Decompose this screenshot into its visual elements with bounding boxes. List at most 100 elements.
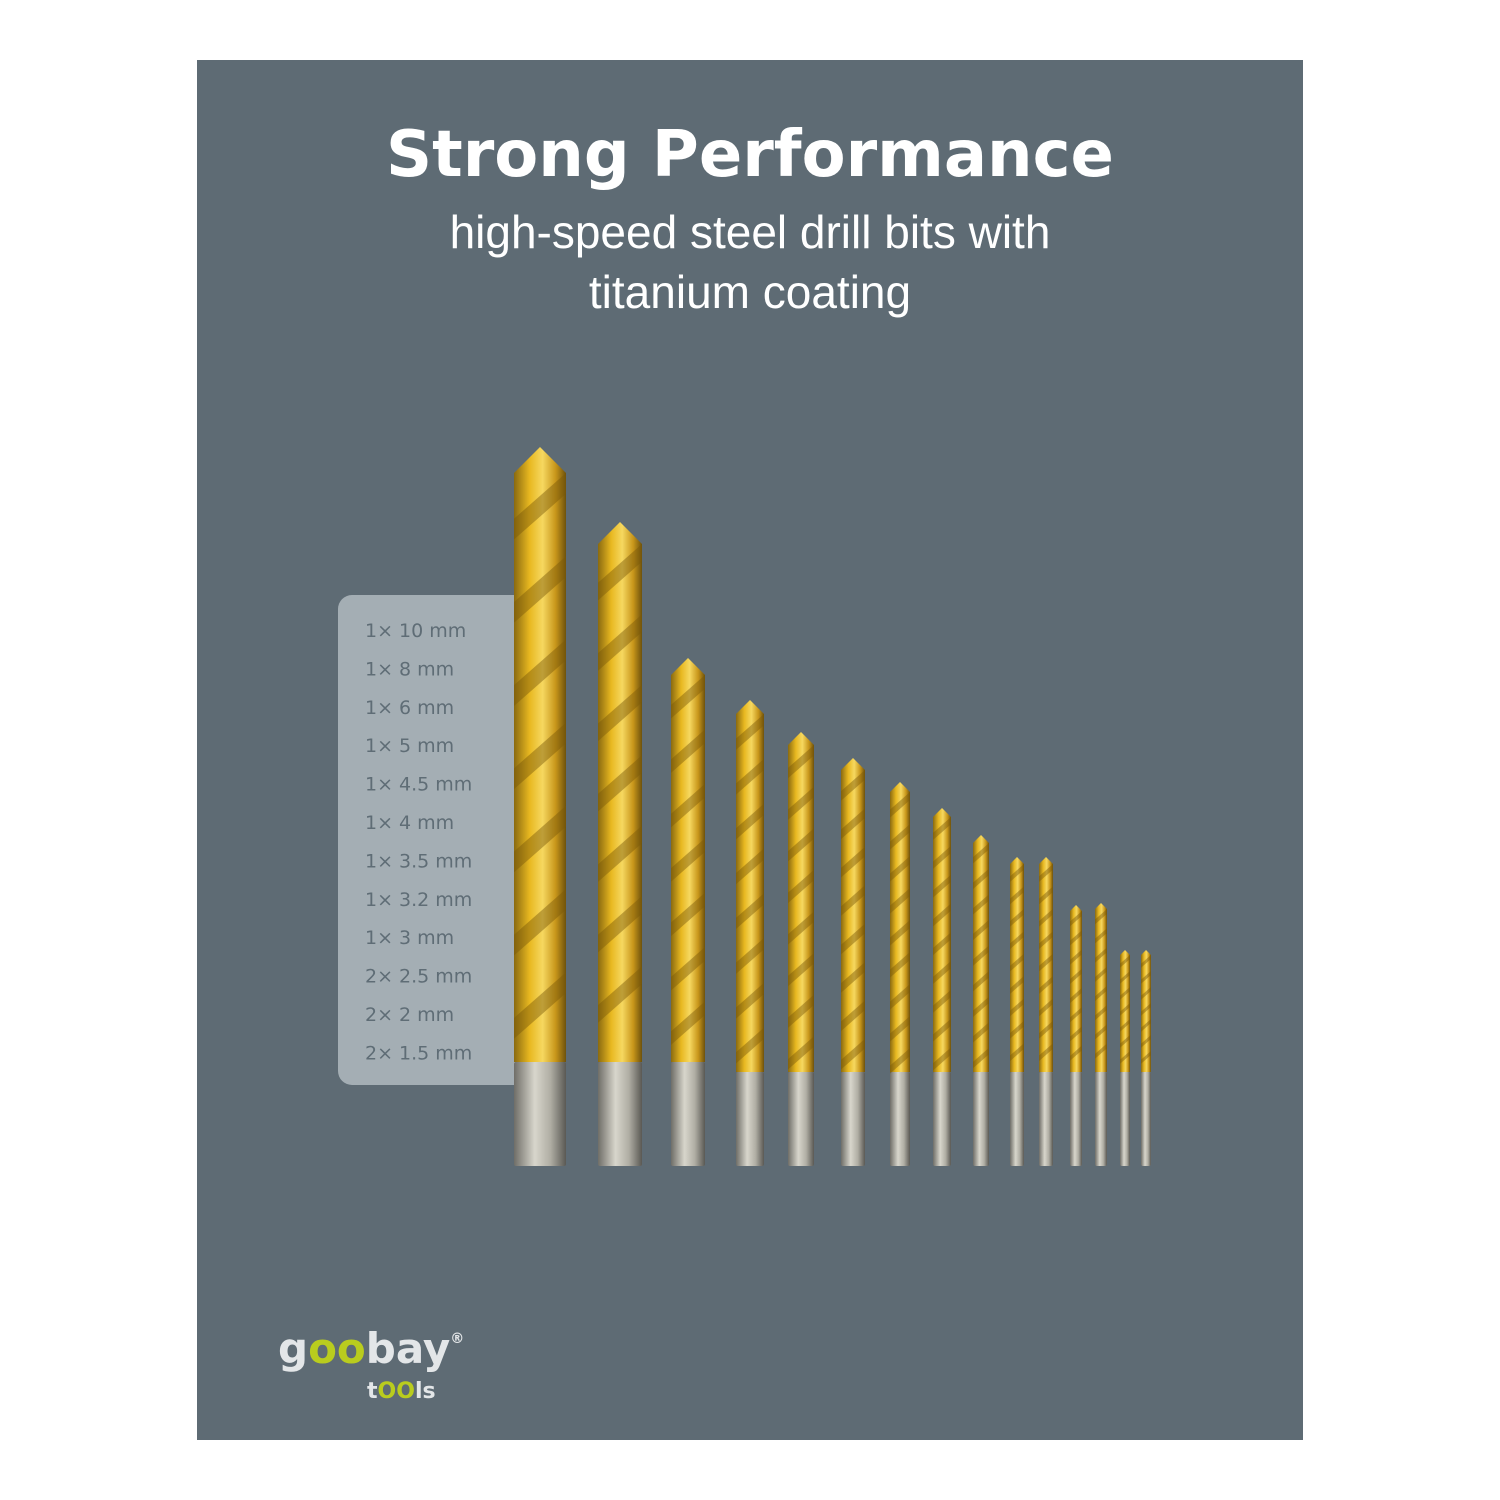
bit-twist — [1070, 911, 1082, 927]
bit-twist — [890, 792, 910, 818]
bit-flute — [736, 700, 764, 1072]
bit-twist — [1010, 1020, 1024, 1039]
bit-twist — [841, 885, 865, 916]
bit-twist — [1070, 949, 1082, 965]
bit-twist — [1010, 998, 1024, 1017]
bit-twist — [788, 911, 814, 945]
size-label: 1× 3.2 mm — [365, 889, 472, 911]
bit-twist — [1010, 864, 1024, 882]
bit-twist — [736, 714, 764, 750]
size-label: 1× 8 mm — [365, 658, 454, 680]
bit-twist — [1120, 955, 1130, 968]
bit-twist — [788, 745, 814, 779]
bit-shank — [1010, 1072, 1024, 1166]
bit-twist — [1070, 968, 1082, 984]
bit-twist — [788, 1036, 814, 1070]
bit-twist — [598, 825, 642, 882]
bit-twist — [890, 920, 910, 946]
drill-bit — [1095, 903, 1107, 1166]
bit-twist — [598, 684, 642, 742]
size-label: 1× 4 mm — [365, 812, 454, 834]
bit-twist — [598, 755, 642, 812]
bit-twist — [973, 868, 989, 890]
bit-twist — [788, 786, 814, 820]
bit-twist — [1120, 971, 1130, 984]
drill-bit — [933, 808, 951, 1166]
bit-twist — [1039, 886, 1053, 905]
bit-twist — [1141, 1003, 1151, 1016]
bit-twist — [736, 982, 764, 1019]
bit-twist — [1070, 1026, 1082, 1042]
bit-twist — [671, 783, 705, 828]
size-label: 2× 2 mm — [365, 1004, 454, 1026]
bit-twist — [1095, 1024, 1107, 1040]
bit-shank — [973, 1072, 989, 1166]
bit-shank — [1039, 1072, 1053, 1166]
drill-bit — [1120, 950, 1130, 1166]
bit-twist — [788, 869, 814, 904]
size-label: 1× 3.5 mm — [365, 850, 472, 872]
drill-bit — [1070, 905, 1082, 1166]
bit-twist — [933, 961, 951, 985]
bit-twist — [1141, 955, 1151, 968]
bit-twist — [1039, 998, 1053, 1017]
drill-bit — [1141, 950, 1151, 1166]
bit-twist — [890, 888, 910, 914]
logo-part: t — [367, 1379, 378, 1404]
bit-twist — [1141, 971, 1151, 984]
brand-logo: goobay® — [278, 1324, 464, 1373]
bit-twist — [1095, 1043, 1107, 1059]
bit-twist — [1039, 864, 1053, 882]
bit-twist — [514, 639, 566, 706]
bit-twist — [1010, 953, 1024, 972]
bit-twist — [933, 817, 951, 841]
bit-twist — [1095, 1005, 1107, 1021]
bit-twist — [1010, 908, 1024, 927]
bit-twist — [1141, 987, 1151, 1000]
bit-twist — [1141, 1019, 1151, 1032]
bit-twist — [841, 846, 865, 878]
bit-twist — [788, 828, 814, 862]
bit-twist — [1095, 947, 1107, 963]
bit-twist — [671, 947, 705, 991]
bit-twist — [671, 675, 705, 719]
bit-shank — [736, 1072, 764, 1166]
bit-twist — [1010, 886, 1024, 905]
bit-flute — [788, 732, 814, 1072]
drill-bit — [973, 835, 989, 1166]
bit-twist — [514, 722, 566, 790]
bit-twist — [973, 1047, 989, 1069]
bit-twist — [671, 729, 705, 773]
bit-shank — [514, 1062, 566, 1166]
bit-twist — [736, 848, 764, 885]
bit-shank — [1141, 1072, 1151, 1166]
bit-twist — [1039, 908, 1053, 927]
bit-twist — [973, 894, 989, 915]
bit-twist — [1039, 931, 1053, 950]
bit-flute — [1039, 857, 1053, 1072]
drill-bit — [788, 732, 814, 1166]
bit-shank — [671, 1062, 705, 1166]
size-label: 1× 10 mm — [365, 620, 466, 642]
drill-bit — [514, 447, 566, 1166]
bit-flute — [1070, 905, 1082, 1072]
bit-twist — [933, 874, 951, 898]
bit-twist — [736, 1027, 764, 1064]
drill-bit — [671, 658, 705, 1166]
registered-mark: ® — [450, 1331, 464, 1347]
bit-twist — [788, 953, 814, 987]
drill-bit — [1010, 857, 1024, 1166]
bit-twist — [933, 845, 951, 869]
bit-twist — [890, 856, 910, 882]
bit-twist — [736, 803, 764, 840]
drill-bit — [1039, 857, 1053, 1166]
bit-twist — [1039, 976, 1053, 994]
bit-shank — [841, 1072, 865, 1166]
bit-twist — [788, 994, 814, 1028]
bit-flute — [598, 522, 642, 1062]
bit-twist — [1070, 1045, 1082, 1061]
bit-twist — [1141, 1035, 1151, 1048]
bit-twist — [514, 972, 566, 1039]
bit-twist — [890, 824, 910, 850]
drill-bit — [841, 758, 865, 1166]
